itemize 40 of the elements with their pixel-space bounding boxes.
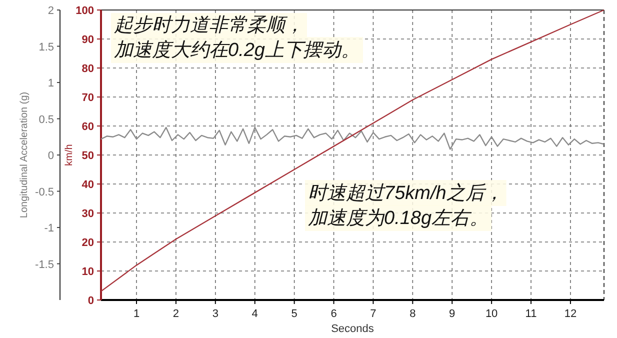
y-tick-label: 2 xyxy=(48,5,54,17)
y2-axis-title: km/h xyxy=(64,144,75,166)
y2-tick-label: 30 xyxy=(82,208,94,220)
x-tick-label: 3 xyxy=(212,308,218,320)
y2-tick-label: 40 xyxy=(82,179,94,191)
x-tick-label: 4 xyxy=(252,308,258,320)
y2-tick-label: 20 xyxy=(82,237,94,249)
y-tick-label: -0.5 xyxy=(35,186,54,198)
y-tick-label: 0 xyxy=(48,150,54,162)
y-axis-title: Longitudinal Acceleration (g) xyxy=(19,92,30,218)
annotation: 加速度为0.18g左右。 xyxy=(308,207,489,229)
y2-tick-label: 60 xyxy=(82,121,94,133)
x-tick-label: 10 xyxy=(485,308,498,320)
y-tick-label: 0.5 xyxy=(38,114,54,126)
y-tick-label: -1 xyxy=(44,222,54,234)
x-tick-label: 8 xyxy=(410,308,416,320)
y2-tick-label: 100 xyxy=(76,5,94,17)
x-tick-label: 11 xyxy=(525,308,537,320)
annotation: 加速度大约在0.2g上下摆动。 xyxy=(114,39,360,61)
y-tick-label: 1.5 xyxy=(38,41,54,54)
y2-tick-label: 0 xyxy=(88,295,94,307)
x-tick-label: 9 xyxy=(449,308,456,320)
line-series xyxy=(100,9,605,292)
y2-tick-label: 70 xyxy=(82,92,94,104)
x-tick-label: 12 xyxy=(564,308,577,320)
x-tick-label: 1 xyxy=(133,308,140,320)
y-tick-label: -1.5 xyxy=(35,258,54,271)
y2-tick-label: 50 xyxy=(82,150,94,162)
x-tick-label: 2 xyxy=(172,308,180,320)
y2-tick-label: 10 xyxy=(82,266,94,278)
x-tick-label: 5 xyxy=(291,308,298,320)
annotation: 起步时力道非常柔顺， xyxy=(114,15,304,36)
y-tick-label: 1 xyxy=(48,78,54,90)
x-tick-label: 7 xyxy=(370,308,376,320)
y2-tick-label: 80 xyxy=(82,63,94,75)
annotation: 时速超过75km/h之后， xyxy=(308,182,504,204)
y2-tick-label: 90 xyxy=(82,34,94,46)
x-tick-label: 6 xyxy=(330,308,337,320)
line-series xyxy=(100,126,605,150)
x-axis-title: Seconds xyxy=(331,323,374,335)
